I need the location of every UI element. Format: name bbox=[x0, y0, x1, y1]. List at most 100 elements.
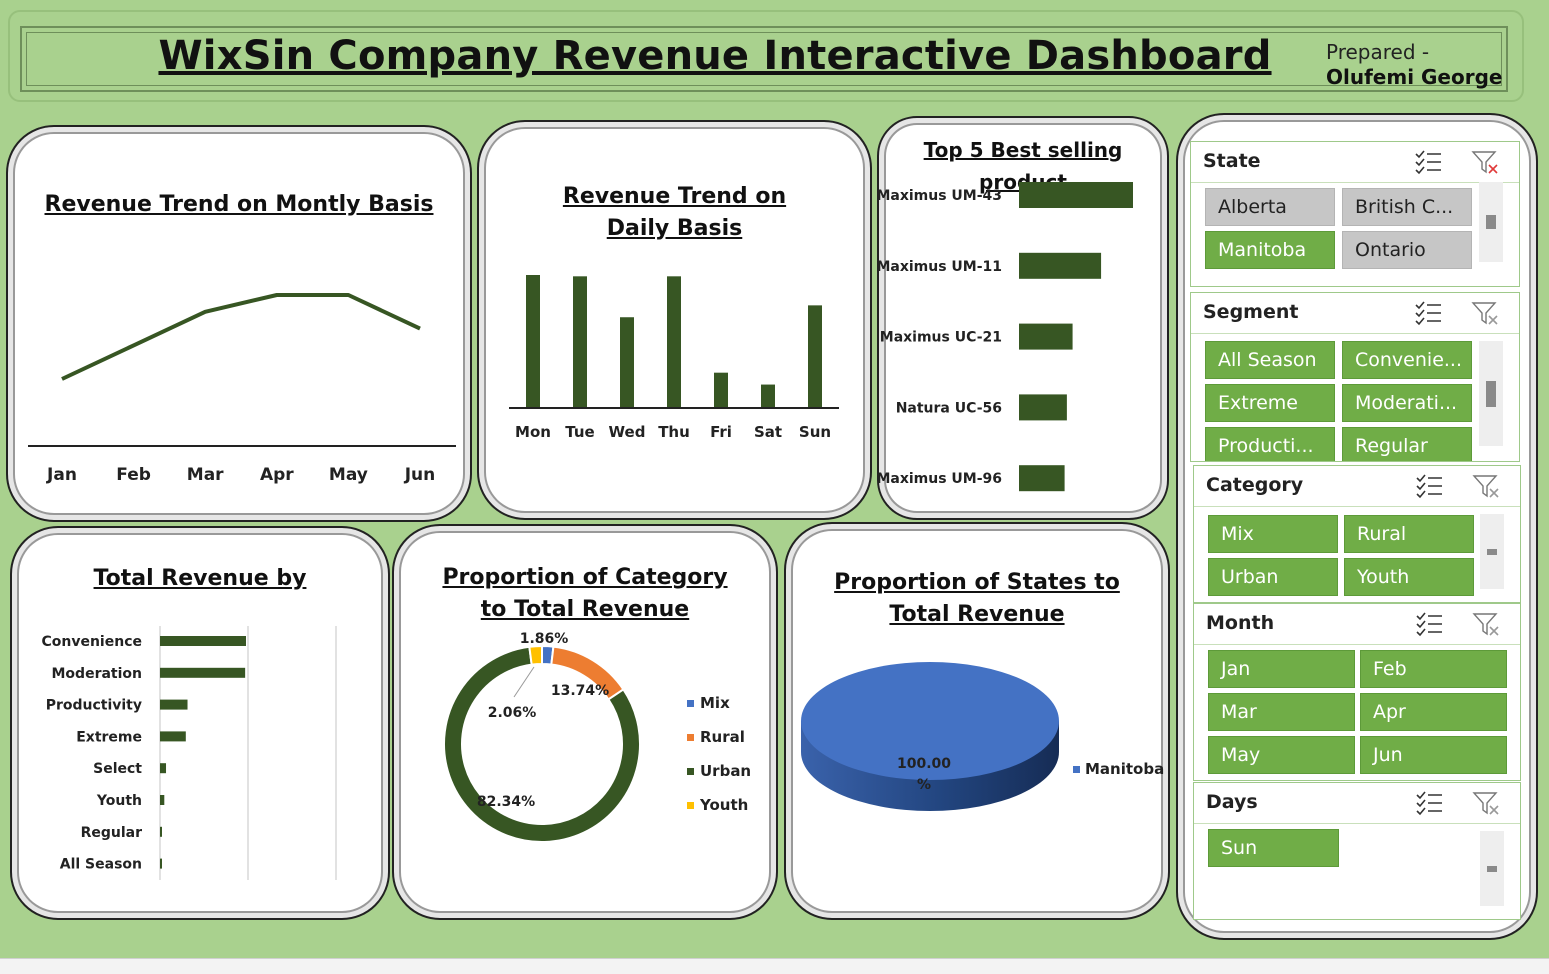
segment-bar bbox=[160, 827, 162, 837]
day-tick-label: Tue bbox=[565, 423, 594, 441]
slicer-toolbar bbox=[1414, 789, 1506, 822]
segment-label: Regular bbox=[81, 825, 143, 841]
slicer-item-convenie[interactable]: Convenie... bbox=[1342, 341, 1472, 379]
daily-trend-card[interactable]: Revenue Trend on Daily Basis Mon Tue Wed Th… bbox=[477, 120, 872, 520]
clear-filter-icon[interactable] bbox=[1470, 610, 1504, 638]
multi-select-icon[interactable] bbox=[1414, 789, 1446, 817]
product-bar bbox=[1019, 253, 1101, 279]
slicer-item-jan[interactable]: Jan bbox=[1208, 650, 1355, 688]
slicer-scrollbar[interactable] bbox=[1479, 182, 1503, 262]
slicer-divider bbox=[1194, 506, 1520, 507]
slicer-item-regular[interactable]: Regular bbox=[1342, 427, 1472, 462]
daily-trend-chart: Mon Tue Wed Thu Fri Sat Sun bbox=[479, 122, 870, 518]
segment-label: Convenience bbox=[41, 634, 142, 650]
slicer-title: Days bbox=[1206, 791, 1258, 813]
slicer-item-manitoba[interactable]: Manitoba bbox=[1205, 231, 1335, 269]
month-tick-label: Mar bbox=[187, 465, 224, 485]
slicer-item-alberta[interactable]: Alberta bbox=[1205, 188, 1335, 226]
slicer-toolbar bbox=[1413, 148, 1505, 181]
slicer-scroll-thumb[interactable] bbox=[1487, 549, 1497, 555]
product-bar bbox=[1019, 324, 1073, 350]
segment-revenue-card[interactable]: Total Revenue by Convenience Moderation Pr… bbox=[10, 526, 390, 920]
slicer-divider bbox=[1194, 823, 1520, 824]
slicer-item-sun[interactable]: Sun bbox=[1208, 829, 1339, 867]
slicer-scroll-thumb[interactable] bbox=[1486, 215, 1496, 229]
multi-select-icon[interactable] bbox=[1414, 472, 1446, 500]
slicer-scroll-thumb[interactable] bbox=[1486, 381, 1496, 407]
slicer-item-youth[interactable]: Youth bbox=[1344, 558, 1474, 596]
slicer-scrollbar[interactable] bbox=[1479, 341, 1503, 446]
multi-select-icon[interactable] bbox=[1413, 148, 1445, 176]
month-tick-label: Jun bbox=[404, 465, 436, 485]
clear-filter-icon[interactable] bbox=[1470, 472, 1504, 500]
slicer-item-may[interactable]: May bbox=[1208, 736, 1355, 774]
slicer-item-jun[interactable]: Jun bbox=[1360, 736, 1507, 774]
segment-revenue-chart: Convenience Moderation Productivity Extreme… bbox=[12, 528, 388, 918]
slicer-item-feb[interactable]: Feb bbox=[1360, 650, 1507, 688]
day-tick-label: Mon bbox=[515, 423, 551, 441]
segment-label: Youth bbox=[96, 793, 142, 809]
slicer-item-rural[interactable]: Rural bbox=[1344, 515, 1474, 553]
category-proportion-card[interactable]: Proportion of Category to Total Revenue … bbox=[392, 524, 778, 920]
daily-bar-thu bbox=[667, 276, 681, 407]
leader-line bbox=[514, 667, 534, 697]
slicer-item-mar[interactable]: Mar bbox=[1208, 693, 1355, 731]
month-tick-label: Feb bbox=[116, 465, 151, 485]
slicer-toolbar bbox=[1413, 299, 1505, 332]
multi-select-icon[interactable] bbox=[1413, 299, 1445, 327]
slicer-divider bbox=[1191, 182, 1519, 183]
day-tick-label: Sun bbox=[799, 423, 831, 441]
segment-label: Moderation bbox=[52, 666, 143, 682]
slicer-item-mix[interactable]: Mix bbox=[1208, 515, 1338, 553]
clear-filter-icon[interactable] bbox=[1469, 148, 1503, 176]
slicer-state: State Alberta British C... Manitoba Ontario bbox=[1190, 141, 1520, 287]
legend-swatch-mix bbox=[687, 700, 694, 707]
slicer-toolbar bbox=[1414, 610, 1506, 643]
segment-bar bbox=[160, 859, 162, 869]
product-label: Maximus UM-96 bbox=[879, 471, 1002, 487]
legend-swatch-manitoba bbox=[1073, 766, 1080, 773]
slicer-item-all-season[interactable]: All Season bbox=[1205, 341, 1335, 379]
clear-filter-icon[interactable] bbox=[1470, 789, 1504, 817]
slicer-item-moderati[interactable]: Moderati... bbox=[1342, 384, 1472, 422]
sheet-bottom-bar bbox=[0, 958, 1549, 974]
segment-label: Select bbox=[93, 761, 142, 777]
multi-select-icon[interactable] bbox=[1414, 610, 1446, 638]
slicer-item-apr[interactable]: Apr bbox=[1360, 693, 1507, 731]
segment-bar bbox=[160, 795, 164, 805]
day-tick-label: Thu bbox=[658, 423, 690, 441]
product-label: Natura UC-56 bbox=[896, 400, 1002, 416]
product-label: Maximus UM-43 bbox=[879, 188, 1002, 204]
legend-swatch-urban bbox=[687, 768, 694, 775]
slicer-title: Month bbox=[1206, 612, 1274, 634]
slicer-title: Segment bbox=[1203, 301, 1298, 323]
slicer-item-urban[interactable]: Urban bbox=[1208, 558, 1338, 596]
product-bar bbox=[1019, 394, 1067, 420]
slicer-item-producti[interactable]: Producti... bbox=[1205, 427, 1335, 462]
clear-filter-icon[interactable] bbox=[1469, 299, 1503, 327]
monthly-trend-card[interactable]: Revenue Trend on Montly Basis Jan Feb Mar A… bbox=[6, 125, 472, 522]
slicer-item-extreme[interactable]: Extreme bbox=[1205, 384, 1335, 422]
segment-bar bbox=[160, 636, 246, 646]
slicer-scrollbar[interactable] bbox=[1480, 831, 1504, 906]
segment-bar bbox=[160, 763, 166, 773]
daily-bar-tue bbox=[573, 276, 587, 407]
top5-card[interactable]: Top 5 Best selling product Maximus UM-43… bbox=[877, 116, 1169, 520]
prepared-label: Prepared - bbox=[1326, 40, 1429, 64]
donut-data-label: 2.06% bbox=[488, 705, 537, 721]
page-title: WixSin Company Revenue Interactive Dashb… bbox=[0, 33, 1430, 79]
daily-bar-sat bbox=[761, 385, 775, 407]
category-proportion-chart: 1.86%13.74%2.06%82.34%MixRuralUrbanYouth bbox=[394, 526, 776, 918]
slicer-scrollbar[interactable] bbox=[1480, 514, 1504, 589]
state-proportion-card[interactable]: Proportion of States to Total Revenue 10… bbox=[784, 522, 1170, 920]
product-bar bbox=[1019, 182, 1133, 208]
month-tick-label: Jan bbox=[46, 465, 77, 485]
donut-data-label: 82.34% bbox=[477, 794, 535, 810]
day-tick-label: Sat bbox=[754, 423, 782, 441]
slicer-item-ontario[interactable]: Ontario bbox=[1342, 231, 1472, 269]
day-tick-label: Wed bbox=[609, 423, 646, 441]
slicer-title: Category bbox=[1206, 474, 1303, 496]
slicer-scroll-thumb[interactable] bbox=[1487, 866, 1497, 872]
donut-data-label: 1.86% bbox=[520, 631, 569, 647]
slicer-item-british-c[interactable]: British C... bbox=[1342, 188, 1472, 226]
